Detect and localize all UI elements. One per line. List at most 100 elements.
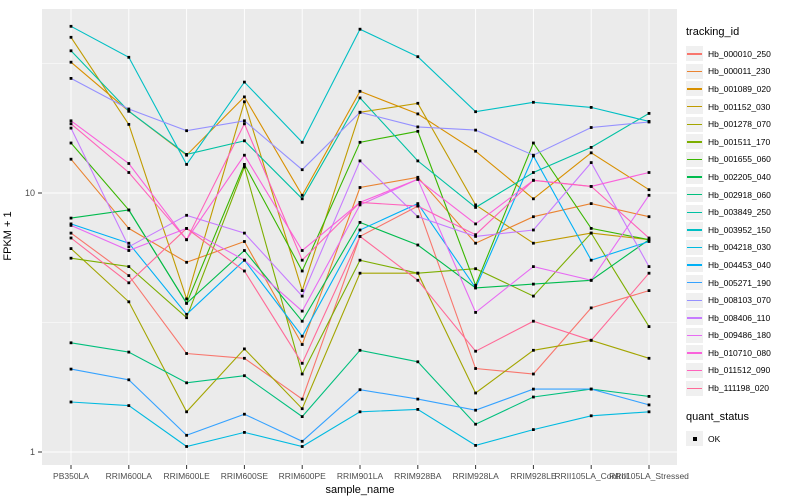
- data-point-Hb_002918_060-RRIM928LE: [532, 395, 535, 399]
- legend: tracking_id Hb_000010_250 Hb_000011_230 Hb…: [686, 26, 798, 447]
- data-point-Hb_010710_080-RRIM600PE: [300, 249, 304, 252]
- data-point-Hb_004453_040-PB350LA: [69, 222, 73, 226]
- legend-key-Hb_001655_060: [686, 151, 703, 167]
- legend-line-swatch-icon: [687, 317, 702, 319]
- data-point-Hb_002918_060-RRIM600LA: [127, 350, 131, 354]
- data-point-Hb_009486_180-RRIM928LE: [532, 265, 535, 268]
- data-point-Hb_003952_150-RRIM928LE: [532, 100, 535, 104]
- data-point-Hb_001089_020-RRIM928LA: [474, 149, 477, 153]
- data-point-Hb_001089_020-RRIM928BA: [416, 112, 420, 116]
- legend-label-Hb_005271_190: Hb_005271_190: [708, 277, 771, 288]
- data-point-Hb_003952_150-RRIM901LA: [358, 27, 362, 31]
- legend-key-Hb_000010_250: [686, 46, 703, 62]
- legend-label-Hb_004453_040: Hb_004453_040: [708, 259, 771, 270]
- x-tick-label: RRIM600LE: [163, 471, 210, 481]
- legend-label-Hb_008406_110: Hb_008406_110: [708, 312, 771, 323]
- data-point-Hb_009486_180-RRII105LA_Stressed: [647, 193, 651, 197]
- legend-label-Hb_111198_020: Hb_111198_020: [708, 383, 769, 394]
- legend-line-swatch-icon: [687, 387, 702, 389]
- legend-label-Hb_001511_170: Hb_001511_170: [708, 136, 771, 147]
- data-point-Hb_001089_020-RRIM600SE: [243, 95, 246, 99]
- data-point-Hb_004218_030-RRIM928LA: [474, 444, 477, 447]
- legend-label-Hb_010710_080: Hb_010710_080: [708, 347, 771, 358]
- data-point-Hb_004218_030-RRIM901LA: [358, 410, 362, 414]
- legend-item-Hb_002918_060: Hb_002918_060: [686, 186, 798, 204]
- data-point-Hb_000011_230-PB350LA: [69, 157, 73, 161]
- data-point-Hb_000011_230-RRIM600LA: [127, 227, 131, 230]
- data-point-Hb_000010_250-RRII105LA_Stressed: [647, 289, 651, 292]
- data-point-Hb_005271_190-PB350LA: [69, 367, 73, 371]
- data-point-Hb_004218_030-PB350LA: [69, 400, 73, 404]
- data-point-Hb_001089_020-RRIM600PE: [300, 193, 304, 197]
- data-point-Hb_005271_190-RRIM928LA: [474, 408, 477, 412]
- legend-line-swatch-icon: [687, 264, 702, 266]
- data-point-Hb_001511_170-RRIM600PE: [300, 372, 304, 376]
- data-point-Hb_009486_180-RRII105LA_Control: [589, 278, 593, 282]
- x-tick-label: RRIM600LA: [106, 471, 153, 481]
- legend-key-Hb_011512_090: [686, 362, 703, 378]
- data-point-Hb_111198_020-RRIM600LA: [127, 281, 131, 285]
- legend-item-Hb_004453_040: Hb_004453_040: [686, 256, 798, 274]
- legend-item-Hb_003952_150: Hb_003952_150: [686, 221, 798, 239]
- data-point-Hb_011512_090-RRII105LA_Stressed: [647, 236, 651, 240]
- data-point-Hb_111198_020-RRII105LA_Stressed: [647, 271, 651, 275]
- legend-item-Hb_111198_020: Hb_111198_020: [686, 379, 798, 397]
- legend-item-Hb_009486_180: Hb_009486_180: [686, 327, 798, 345]
- data-point-Hb_001511_170-RRIM901LA: [358, 258, 362, 262]
- data-point-Hb_004218_030-RRIM600SE: [243, 431, 246, 434]
- data-point-Hb_000011_230-RRIM600LE: [185, 260, 188, 264]
- data-point-Hb_000011_230-RRIM928LE: [532, 215, 535, 219]
- data-point-Hb_005271_190-RRII105LA_Control: [589, 387, 593, 391]
- legend-line-swatch-icon: [687, 352, 702, 354]
- data-point-Hb_001655_060-PB350LA: [69, 141, 73, 145]
- data-point-Hb_002205_040-RRIM600SE: [243, 249, 246, 252]
- legend-line-swatch-icon: [687, 299, 702, 301]
- data-point-Hb_001511_170-RRII105LA_Stressed: [647, 325, 651, 328]
- data-point-Hb_000010_250-RRIM600SE: [243, 356, 246, 360]
- data-point-Hb_003849_250-RRIM600SE: [243, 139, 246, 143]
- data-point-Hb_111198_020-RRIM928LA: [474, 349, 477, 353]
- data-point-Hb_005271_190-RRIM928BA: [416, 397, 420, 401]
- data-point-Hb_000010_250-RRIM600LE: [185, 352, 188, 355]
- data-point-Hb_001511_170-RRIM600LA: [127, 265, 131, 268]
- data-point-Hb_000010_250-PB350LA: [69, 231, 73, 235]
- legend-label-Hb_001152_030: Hb_001152_030: [708, 101, 771, 112]
- legend-quant-status: quant_status OK: [686, 411, 798, 448]
- x-tick-label: RRIM928BA: [394, 471, 442, 481]
- data-point-Hb_001655_060-RRIM600SE: [243, 163, 246, 166]
- data-point-Hb_011512_090-RRIM928LA: [474, 233, 477, 237]
- data-point-Hb_002918_060-RRIM928BA: [416, 360, 420, 364]
- data-point-Hb_003849_250-RRIM901LA: [358, 96, 362, 100]
- x-tick-label: RRIM928LA: [452, 471, 499, 481]
- data-point-Hb_011512_090-PB350LA: [69, 122, 73, 126]
- data-point-Hb_002205_040-PB350LA: [69, 216, 73, 220]
- data-point-Hb_111198_020-PB350LA: [69, 236, 73, 240]
- legend-label-Hb_001278_070: Hb_001278_070: [708, 119, 771, 130]
- legend-label-Hb_001655_060: Hb_001655_060: [708, 154, 771, 165]
- data-point-Hb_003849_250-RRIM928BA: [416, 159, 420, 163]
- legend-line-swatch-icon: [687, 229, 702, 231]
- data-point-Hb_002205_040-RRII105LA_Stressed: [647, 238, 651, 242]
- legend-line-swatch-icon: [687, 176, 702, 178]
- legend-item-Hb_011512_090: Hb_011512_090: [686, 362, 798, 380]
- data-point-Hb_004218_030-RRIM928BA: [416, 408, 420, 411]
- legend-items: Hb_000010_250 Hb_000011_230 Hb_001089_020 H…: [686, 45, 798, 397]
- data-point-Hb_008406_110-RRIM600PE: [300, 294, 304, 298]
- legend-label-Hb_003952_150: Hb_003952_150: [708, 224, 771, 235]
- legend-item-Hb_001655_060: Hb_001655_060: [686, 151, 798, 169]
- data-point-Hb_111198_020-RRII105LA_Control: [589, 338, 593, 342]
- legend-label-Hb_003849_250: Hb_003849_250: [708, 207, 771, 218]
- legend-key-Hb_002918_060: [686, 187, 703, 203]
- legend-key-Hb_001089_020: [686, 81, 703, 97]
- data-point-Hb_009486_180-RRIM928LA: [474, 311, 477, 314]
- data-point-Hb_008103_070-RRII105LA_Stressed: [647, 120, 651, 124]
- legend-title-quant-status: quant_status: [686, 410, 749, 423]
- data-point-Hb_003849_250-RRIM928LA: [474, 206, 477, 209]
- data-point-Hb_000010_250-RRIM928LE: [532, 372, 535, 376]
- legend-item-Hb_001511_170: Hb_001511_170: [686, 133, 798, 151]
- y-tick-label: 1: [30, 447, 35, 457]
- data-point-Hb_004218_030-RRII105LA_Control: [589, 414, 593, 418]
- data-point-Hb_010710_080-RRII105LA_Stressed: [647, 171, 651, 174]
- data-point-Hb_004453_040-RRIM600PE: [300, 334, 304, 338]
